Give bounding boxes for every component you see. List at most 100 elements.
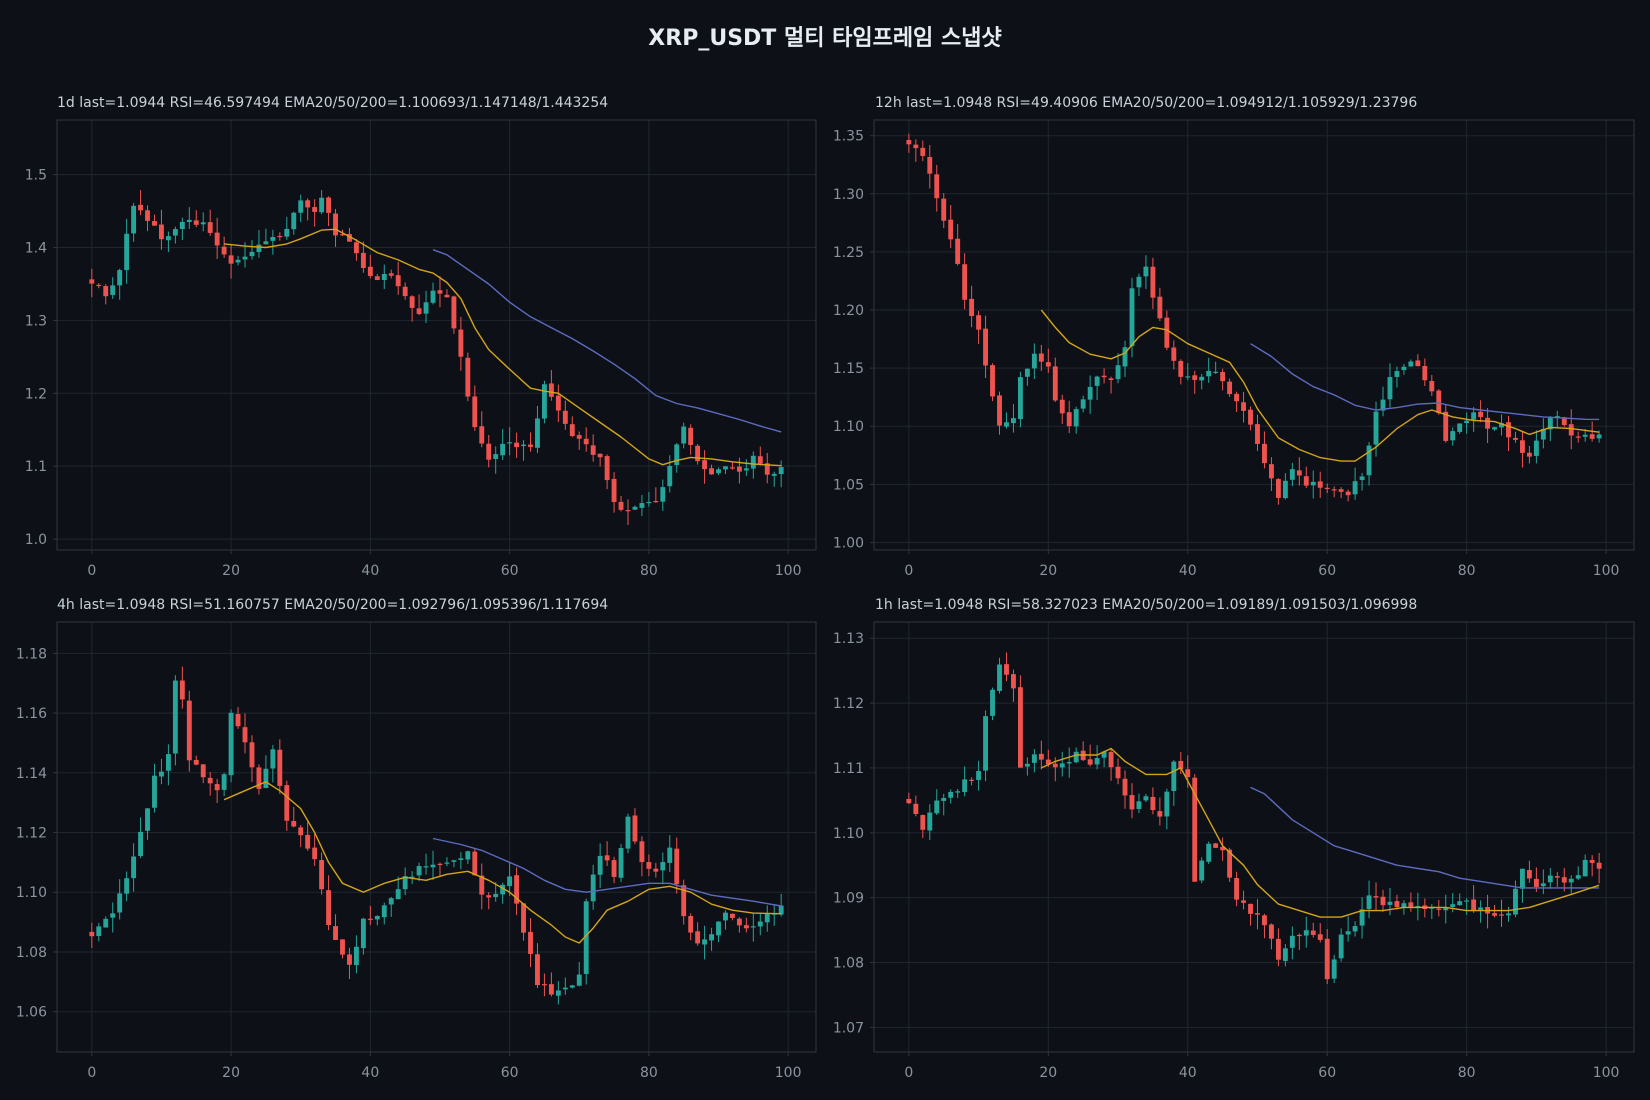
candle-body [667, 847, 673, 863]
candle-body [1059, 763, 1065, 768]
candle-body [333, 926, 338, 940]
candle-body [89, 931, 95, 937]
candle-body [597, 453, 603, 458]
candle-body [124, 878, 130, 894]
candle-body [235, 714, 241, 727]
candle-body [444, 294, 450, 298]
candle-body [674, 444, 680, 466]
candle-body [962, 264, 968, 300]
y-tick-label: 1.09 [833, 891, 864, 907]
candle-body [486, 895, 492, 898]
candle-body [1038, 353, 1044, 362]
candle-body [96, 284, 102, 287]
candle-body [1038, 753, 1044, 760]
candle-body [1471, 412, 1477, 420]
candle-body [723, 912, 728, 921]
candle-body [1429, 907, 1435, 909]
candle-body [1199, 376, 1205, 381]
candle-body [611, 860, 617, 877]
candle-body [1345, 931, 1351, 935]
candle-body [771, 473, 777, 476]
candle-body [493, 893, 499, 898]
candle-body [639, 841, 645, 863]
plot-frame [873, 119, 1635, 551]
candle-body [472, 396, 478, 428]
candle-body [653, 868, 659, 872]
y-tick-label: 1.11 [833, 761, 864, 777]
candle-body [1513, 437, 1518, 440]
candle-body [618, 501, 624, 510]
candle-body [1464, 900, 1470, 902]
candle-body [1066, 762, 1072, 764]
candle-body [1450, 431, 1456, 441]
candle-body [89, 279, 95, 284]
candle-body [927, 812, 933, 831]
candle-body [374, 916, 380, 920]
candle-body [1192, 777, 1198, 882]
candle-body [1422, 366, 1428, 381]
candle-body [1394, 901, 1400, 907]
candle-body [388, 273, 394, 276]
candle-body [576, 974, 582, 986]
candle-body [1024, 763, 1030, 767]
ema50-line-1d [432, 249, 782, 433]
candle-body [430, 290, 436, 303]
candle-body [1122, 778, 1128, 796]
candle-body [1554, 876, 1560, 878]
candle-body [990, 689, 995, 716]
candle-body [1031, 754, 1037, 763]
candle-body [695, 445, 701, 462]
candle-body [277, 235, 283, 238]
panel-1h-plot: 0 20 40 60 80 100 1.07 1.08 1.09 1.10 1.11 1.12 1.13 [833, 621, 1635, 1081]
candle-body [562, 410, 568, 424]
candle-body [962, 779, 968, 793]
x-tick-label: 100 [775, 1065, 802, 1081]
candle-body [906, 139, 912, 145]
candle-body [920, 147, 926, 156]
candle-body [270, 237, 276, 241]
candle-body [1157, 811, 1163, 817]
candle-body [757, 921, 763, 927]
candle-body [955, 791, 961, 793]
candle-body [702, 939, 708, 945]
candle-body [256, 244, 262, 253]
candle-body [416, 866, 422, 876]
candle-body [1366, 895, 1372, 909]
x-tick-label: 60 [1318, 563, 1336, 579]
candle-body [200, 222, 206, 225]
candle-body [695, 931, 701, 944]
candle-body [249, 742, 255, 768]
candle-body [124, 233, 130, 271]
y-tick-label: 1.15 [833, 361, 864, 377]
candle-body [235, 259, 241, 263]
candle-body [319, 860, 325, 890]
candle-body [1401, 366, 1407, 371]
candle-body [228, 255, 234, 264]
x-tick-label: 80 [640, 1065, 658, 1081]
candle-body [1199, 860, 1205, 881]
ema20-line-1h [1041, 747, 1600, 918]
candle-body [1011, 418, 1016, 424]
candle-body [514, 875, 520, 904]
ema20-line-1d [224, 228, 782, 467]
candle-body [625, 816, 631, 849]
x-tick-label: 20 [222, 1065, 240, 1081]
candle-body [1547, 875, 1553, 883]
candle-body [569, 985, 575, 988]
candle-body [535, 418, 540, 448]
candle-body [646, 501, 652, 504]
candle-body [583, 901, 589, 974]
candle-body [1324, 487, 1330, 490]
y-tick-label: 1.07 [833, 1020, 864, 1036]
y-tick-label: 1.10 [16, 885, 47, 901]
candle-body [416, 308, 422, 314]
panel-12h-plot: 0 20 40 60 80 100 1.00 1.05 1.10 1.15 1.20 1.25 1.30… [833, 119, 1635, 579]
candle-body [103, 918, 109, 928]
candle-body [1373, 411, 1379, 445]
candle-body [458, 858, 464, 860]
candle-body [117, 270, 123, 286]
candle-body [1255, 424, 1260, 444]
candle-body [1366, 445, 1372, 476]
candle-body [1408, 361, 1414, 367]
candle-body [263, 241, 269, 245]
